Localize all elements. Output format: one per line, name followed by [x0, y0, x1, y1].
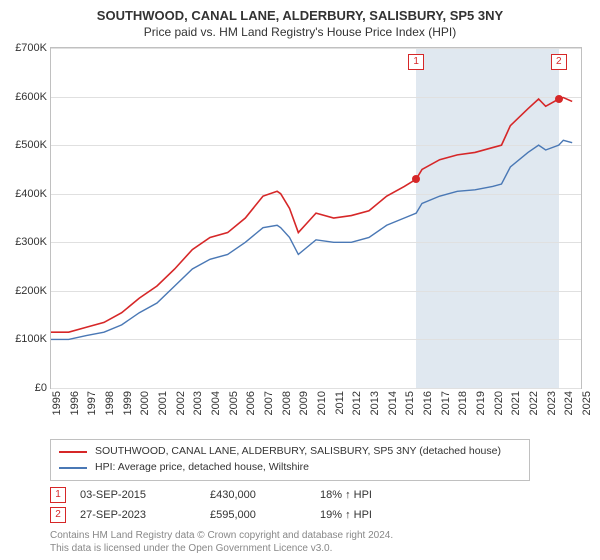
event-diff: 19% ↑ HPI	[320, 509, 450, 521]
x-tick-label: 2002	[175, 391, 187, 415]
x-tick-label: 2014	[387, 391, 399, 415]
x-tick-label: 2024	[563, 391, 575, 415]
x-tick-label: 1995	[51, 391, 63, 415]
x-tick-label: 2025	[581, 391, 593, 415]
x-tick-label: 2007	[263, 391, 275, 415]
chart-subtitle: Price paid vs. HM Land Registry's House …	[0, 23, 600, 47]
y-tick-label: £100K	[15, 333, 47, 345]
x-tick-label: 2008	[281, 391, 293, 415]
x-tick-label: 2012	[351, 391, 363, 415]
legend-item-hpi: HPI: Average price, detached house, Wilt…	[59, 460, 521, 476]
marker-label-2: 2	[551, 54, 567, 70]
event-number-box: 2	[50, 507, 66, 523]
y-tick-label: £300K	[15, 236, 47, 248]
x-tick-label: 2010	[316, 391, 328, 415]
x-tick-label: 2005	[228, 391, 240, 415]
x-tick-label: 2018	[457, 391, 469, 415]
legend-swatch-hpi	[59, 467, 87, 469]
y-tick-label: £200K	[15, 285, 47, 297]
x-tick-label: 2021	[510, 391, 522, 415]
y-tick-label: £700K	[15, 42, 47, 54]
x-tick-label: 2004	[210, 391, 222, 415]
x-tick-label: 1999	[122, 391, 134, 415]
x-tick-label: 2023	[546, 391, 558, 415]
event-price: £430,000	[210, 489, 320, 501]
y-tick-label: £400K	[15, 188, 47, 200]
footer-line-1: Contains HM Land Registry data © Crown c…	[50, 529, 580, 542]
y-tick-label: £500K	[15, 139, 47, 151]
x-tick-label: 1998	[104, 391, 116, 415]
chart-lines	[51, 48, 581, 388]
event-price: £595,000	[210, 509, 320, 521]
transaction-events: 1 03-SEP-2015£430,00018% ↑ HPI 2 27-SEP-202…	[50, 487, 580, 523]
y-tick-label: £0	[35, 382, 47, 394]
event-diff: 18% ↑ HPI	[320, 489, 450, 501]
chart-title: SOUTHWOOD, CANAL LANE, ALDERBURY, SALISB…	[0, 0, 600, 23]
x-tick-label: 2015	[404, 391, 416, 415]
x-tick-label: 2011	[334, 391, 346, 415]
marker-dot-1	[412, 175, 420, 183]
legend-item-price-paid: SOUTHWOOD, CANAL LANE, ALDERBURY, SALISB…	[59, 444, 521, 460]
x-tick-label: 1996	[69, 391, 81, 415]
x-tick-label: 2000	[139, 391, 151, 415]
x-tick-label: 2016	[422, 391, 434, 415]
x-tick-label: 2013	[369, 391, 381, 415]
x-tick-label: 2022	[528, 391, 540, 415]
footer-credits: Contains HM Land Registry data © Crown c…	[50, 529, 580, 555]
x-tick-label: 2006	[245, 391, 257, 415]
chart-legend: SOUTHWOOD, CANAL LANE, ALDERBURY, SALISB…	[50, 439, 530, 481]
chart-plot-area: £0£100K£200K£300K£400K£500K£600K£700K199…	[50, 47, 582, 389]
x-tick-label: 2020	[493, 391, 505, 415]
series-line-hpi	[51, 140, 572, 339]
y-tick-label: £600K	[15, 91, 47, 103]
gridline	[51, 388, 581, 389]
event-number-box: 1	[50, 487, 66, 503]
event-date: 27-SEP-2023	[80, 509, 210, 521]
event-row: 2 27-SEP-2023£595,00019% ↑ HPI	[50, 507, 580, 523]
x-tick-label: 1997	[86, 391, 98, 415]
footer-line-2: This data is licensed under the Open Gov…	[50, 542, 580, 555]
series-line-price_paid	[51, 98, 572, 333]
marker-label-1: 1	[408, 54, 424, 70]
event-date: 03-SEP-2015	[80, 489, 210, 501]
x-tick-label: 2019	[475, 391, 487, 415]
legend-label-price-paid: SOUTHWOOD, CANAL LANE, ALDERBURY, SALISB…	[95, 444, 501, 460]
x-tick-label: 2009	[298, 391, 310, 415]
x-tick-label: 2001	[157, 391, 169, 415]
legend-swatch-price-paid	[59, 451, 87, 453]
x-tick-label: 2003	[192, 391, 204, 415]
legend-label-hpi: HPI: Average price, detached house, Wilt…	[95, 460, 309, 476]
event-row: 1 03-SEP-2015£430,00018% ↑ HPI	[50, 487, 580, 503]
marker-dot-2	[555, 95, 563, 103]
x-tick-label: 2017	[440, 391, 452, 415]
